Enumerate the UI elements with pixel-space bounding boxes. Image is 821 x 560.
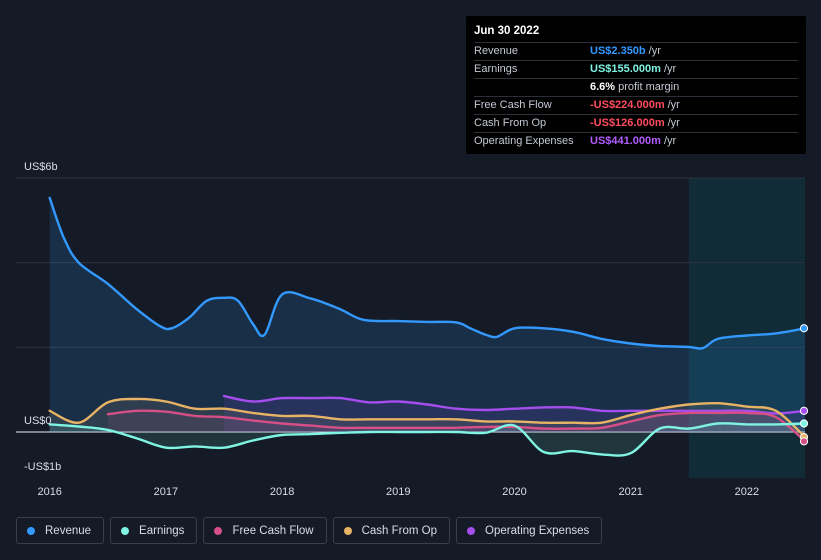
area-earnings: [49, 423, 805, 456]
line-earnings: [48, 422, 807, 457]
tooltip-row: Free Cash Flow -US$224.000m/yr: [474, 97, 798, 115]
line-free-cash-flow: [106, 409, 807, 443]
tooltip-row-value: -US$224.000m: [590, 99, 665, 111]
tooltip-row-label: Operating Expenses: [474, 135, 574, 147]
y-tick-label: US$6b: [24, 161, 58, 173]
tooltip-row-value: -US$126.000m: [590, 117, 665, 129]
x-tick-label: 2022: [735, 486, 759, 498]
tooltip-row: Cash From Op -US$126.000m/yr: [474, 115, 798, 133]
tooltip-rows: Revenue US$2.350b/yr Earnings US$155.000m/y…: [474, 43, 798, 150]
y-axis-labels: US$6b US$0 -US$1b: [24, 161, 61, 473]
y-tick-label: -US$1b: [24, 461, 61, 473]
tooltip-row: Earnings US$155.000m/yr: [474, 61, 798, 79]
legend-label: Revenue: [45, 524, 92, 537]
line-revenue: [48, 196, 807, 350]
tooltip-date: Jun 30 2022: [474, 23, 798, 43]
area-revenue: [49, 197, 805, 432]
area-operating-expenses: [224, 396, 805, 432]
tooltip-row-value: US$155.000m: [590, 63, 661, 75]
end-dot-earnings: [799, 419, 809, 428]
line-operating-expenses: [222, 394, 807, 415]
tooltip-row: Operating Expenses US$441.000m/yr: [474, 133, 798, 150]
chart-legend: Revenue Earnings Free Cash Flow Cash From O…: [16, 517, 603, 546]
legend-dot-icon: [467, 526, 476, 535]
tooltip-row-label: Free Cash Flow: [474, 99, 552, 111]
tooltip-row: Revenue US$2.350b/yr: [474, 43, 798, 61]
end-dot-operating-expenses: [799, 406, 809, 415]
legend-dot-icon: [343, 526, 352, 535]
legend-item-earnings[interactable]: Earnings: [110, 517, 198, 544]
legend-dot-icon: [27, 526, 35, 535]
tooltip-row-label: Revenue: [474, 45, 519, 57]
x-tick-label: 2018: [270, 486, 294, 498]
data-tooltip: Jun 30 2022 Revenue US$2.350b/yr Earnings U…: [466, 16, 806, 154]
end-dot-free-cash-flow: [799, 437, 809, 446]
tooltip-row-label: Earnings: [474, 63, 518, 75]
tooltip-row-unit: /yr: [667, 99, 680, 111]
tooltip-row-label: Cash From Op: [474, 117, 547, 129]
line-cash-from-op: [48, 397, 807, 439]
legend-item-operating-expenses[interactable]: Operating Expenses: [456, 517, 603, 544]
forecast-band: [688, 178, 805, 478]
x-tick-label: 2016: [37, 486, 61, 498]
tooltip-row-value: US$2.350b: [590, 45, 646, 57]
y-tick-label: US$0: [24, 415, 52, 427]
legend-label: Free Cash Flow: [232, 524, 314, 537]
tooltip-row-unit: /yr: [663, 63, 677, 75]
tooltip-row-label: [474, 79, 590, 96]
legend-label: Earnings: [139, 524, 185, 537]
x-tick-label: 2017: [154, 486, 178, 498]
area-cash-from-op: [49, 398, 805, 438]
tooltip-row-unit: profit margin: [618, 81, 680, 93]
end-dot-revenue: [799, 324, 809, 333]
legend-item-cash-from-op[interactable]: Cash From Op: [332, 517, 451, 544]
x-tick-label: 2020: [502, 486, 526, 498]
tooltip-row-value: 6.6%: [590, 81, 616, 93]
legend-item-free-cash-flow[interactable]: Free Cash Flow: [203, 517, 327, 544]
tooltip-row-unit: /yr: [648, 45, 661, 57]
x-tick-label: 2021: [618, 486, 642, 498]
series-lines: [48, 196, 807, 457]
tooltip-row: 6.6% profit margin: [474, 79, 798, 97]
legend-dot-icon: [214, 526, 223, 535]
legend-label: Operating Expenses: [485, 524, 590, 537]
legend-dot-icon: [121, 526, 130, 535]
tooltip-row-unit: /yr: [663, 135, 677, 147]
tooltip-row-value: US$441.000m: [590, 135, 661, 147]
x-axis-labels: 2016 2017 2018 2019 2020 2021 2022: [37, 486, 759, 498]
x-tick-label: 2019: [386, 486, 410, 498]
tooltip-row-unit: /yr: [667, 117, 680, 129]
legend-label: Cash From Op: [361, 524, 438, 537]
legend-item-revenue[interactable]: Revenue: [16, 517, 105, 544]
series-end-dots: [799, 324, 809, 446]
